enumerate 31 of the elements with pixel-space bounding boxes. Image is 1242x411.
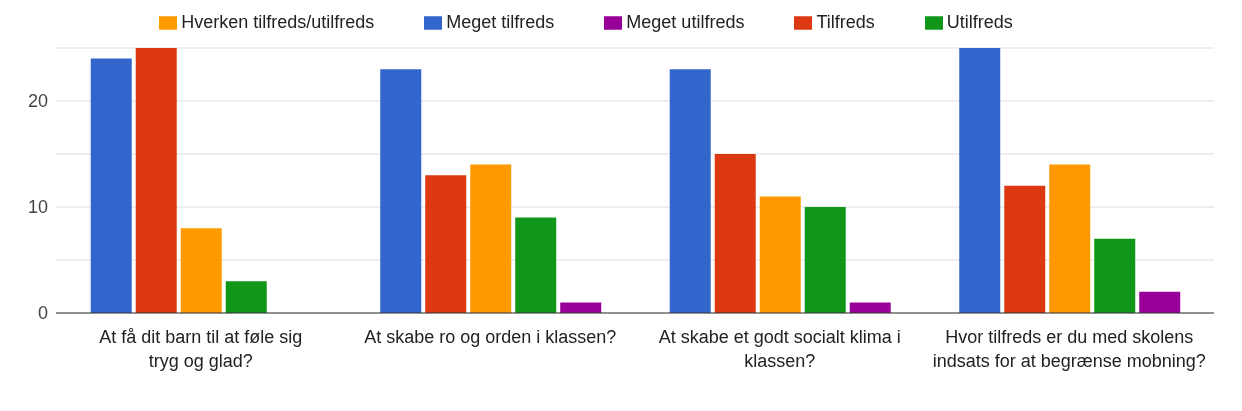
bar bbox=[759, 196, 801, 313]
legend-label: Tilfreds bbox=[816, 12, 875, 32]
bar bbox=[1049, 164, 1091, 313]
x-tick-label: At få dit barn til at føle sig tryg og glad? bbox=[99, 327, 303, 371]
bar bbox=[380, 69, 422, 313]
x-tick-label: At skabe ro og orden i klassen? bbox=[364, 327, 617, 347]
bar bbox=[515, 217, 557, 313]
legend-label: Meget tilfreds bbox=[446, 12, 555, 32]
x-tick-label: Hvor tilfreds er du med skolens indsats for at begrænse mobning? bbox=[932, 327, 1206, 371]
bar bbox=[225, 281, 267, 313]
bar bbox=[1004, 185, 1046, 313]
bar bbox=[1139, 291, 1181, 313]
bar bbox=[90, 58, 132, 313]
legend-label: Hverken tilfreds/utilfreds bbox=[181, 12, 375, 32]
bar bbox=[1094, 238, 1136, 313]
bar bbox=[180, 228, 222, 313]
legend-label: Utilfreds bbox=[946, 12, 1013, 32]
x-tick-label: At skabe et godt socialt klima i klassen? bbox=[658, 327, 901, 371]
bar bbox=[470, 164, 512, 313]
y-tick-label: 10 bbox=[27, 197, 48, 218]
bar bbox=[849, 302, 891, 313]
y-tick-label: 0 bbox=[37, 303, 48, 324]
bar bbox=[135, 48, 177, 313]
legend-label: Meget utilfreds bbox=[626, 12, 745, 32]
bar bbox=[669, 69, 711, 313]
bar bbox=[959, 48, 1001, 313]
bar bbox=[714, 154, 756, 313]
bar bbox=[804, 207, 846, 313]
bar bbox=[560, 302, 602, 313]
y-tick-label: 20 bbox=[27, 91, 48, 112]
bar bbox=[425, 175, 467, 313]
